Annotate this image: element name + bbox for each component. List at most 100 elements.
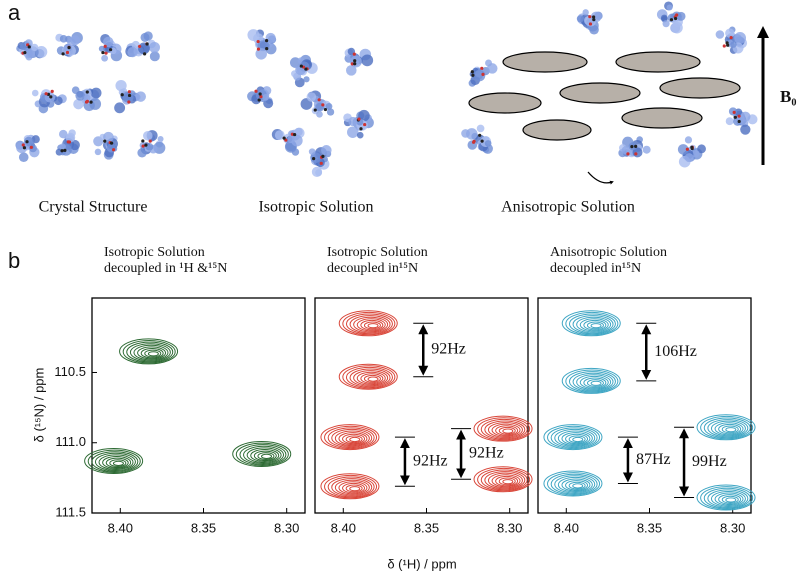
atom: [673, 16, 678, 21]
atom: [141, 139, 145, 143]
contour-ring: [320, 473, 380, 500]
molecule-part: [487, 63, 498, 74]
contour-ring: [554, 475, 596, 494]
molecule-part: [31, 135, 40, 144]
molecule: [618, 136, 651, 158]
molecule: [461, 124, 493, 154]
contour-ring: [473, 466, 533, 493]
contour-ring: [565, 369, 619, 393]
contour-ring: [495, 425, 519, 436]
contour-ring: [557, 430, 593, 447]
contour-ring: [109, 459, 127, 468]
contour-ring: [700, 415, 754, 440]
molecule-part: [255, 48, 267, 60]
contour-ring: [487, 472, 523, 489]
contour-ring: [547, 425, 601, 450]
contour-ring: [576, 316, 612, 333]
contour-ring: [349, 315, 391, 334]
molecule-part: [30, 43, 39, 52]
contour-ring: [363, 321, 381, 330]
panel-a-art: [15, 1, 758, 177]
atom: [321, 154, 325, 158]
contour-ring: [261, 453, 273, 459]
peak: [561, 310, 621, 337]
atom: [733, 115, 737, 119]
molecule-part: [684, 136, 693, 144]
contour-ring: [91, 451, 139, 473]
bicelle: [522, 119, 592, 141]
atom: [22, 146, 27, 150]
atom: [23, 51, 27, 55]
atom: [89, 100, 93, 104]
contour-ring: [102, 456, 132, 470]
molecule-part: [730, 41, 737, 48]
contour-ring: [338, 481, 368, 495]
atom: [85, 90, 89, 94]
molecule-part: [308, 148, 316, 155]
contour-ring: [484, 471, 526, 490]
atom: [323, 107, 328, 112]
atom: [109, 48, 113, 52]
bicelle: [615, 51, 701, 73]
molecule-part: [348, 116, 358, 127]
contour-ring: [253, 450, 277, 461]
atom: [588, 15, 592, 19]
molecule-part: [303, 76, 310, 83]
molecule-part: [326, 108, 335, 116]
atom: [109, 141, 114, 145]
atom: [127, 93, 132, 98]
molecule-part: [642, 145, 651, 154]
molecule: [16, 39, 48, 61]
molecule-part: [115, 80, 127, 92]
contour-ring: [360, 373, 384, 384]
molecule-part: [274, 130, 285, 141]
molecule-part: [662, 20, 670, 28]
contour-ring: [353, 316, 389, 333]
contour-ring: [714, 492, 744, 506]
contour-ring: [554, 428, 596, 448]
molecule-part: [311, 166, 323, 177]
atom: [634, 144, 638, 148]
atom: [357, 117, 361, 121]
contour-ring: [356, 318, 386, 332]
atom: [690, 145, 694, 149]
molecule-part: [75, 90, 86, 101]
molecule: [98, 33, 123, 62]
contour-ring: [725, 497, 737, 503]
field-label: B₀: [780, 87, 796, 106]
contour-ring: [367, 376, 379, 382]
contour-ring: [700, 486, 754, 510]
atom: [148, 139, 152, 143]
atom: [626, 152, 630, 156]
atom: [352, 52, 356, 56]
atom: [138, 44, 142, 49]
peak: [338, 363, 398, 390]
molecule-part: [358, 109, 370, 122]
molecule: [576, 9, 603, 35]
molecule-part: [356, 131, 364, 139]
contour-ring: [484, 420, 526, 439]
atom: [722, 44, 726, 48]
caption: Crystal Structure: [39, 199, 148, 216]
atom: [282, 136, 286, 140]
atom: [319, 161, 323, 165]
molecule-part: [98, 45, 105, 52]
contour-ring: [561, 367, 621, 394]
atom: [254, 89, 258, 93]
atom: [63, 148, 67, 152]
coupling-label: 92Hz: [413, 452, 448, 469]
molecule-part: [291, 148, 300, 156]
molecule-part: [310, 152, 321, 163]
contour-ring: [477, 467, 531, 492]
atom: [592, 15, 596, 19]
molecule-part: [103, 36, 114, 48]
contour-ring: [334, 479, 370, 496]
atom: [265, 47, 269, 51]
contour-ring: [320, 424, 380, 451]
contour-ring: [583, 377, 607, 388]
molecule-part: [466, 128, 478, 140]
contour-ring: [349, 368, 391, 387]
contour-ring: [543, 470, 603, 497]
contour-ring: [345, 366, 393, 388]
atom: [732, 110, 736, 114]
